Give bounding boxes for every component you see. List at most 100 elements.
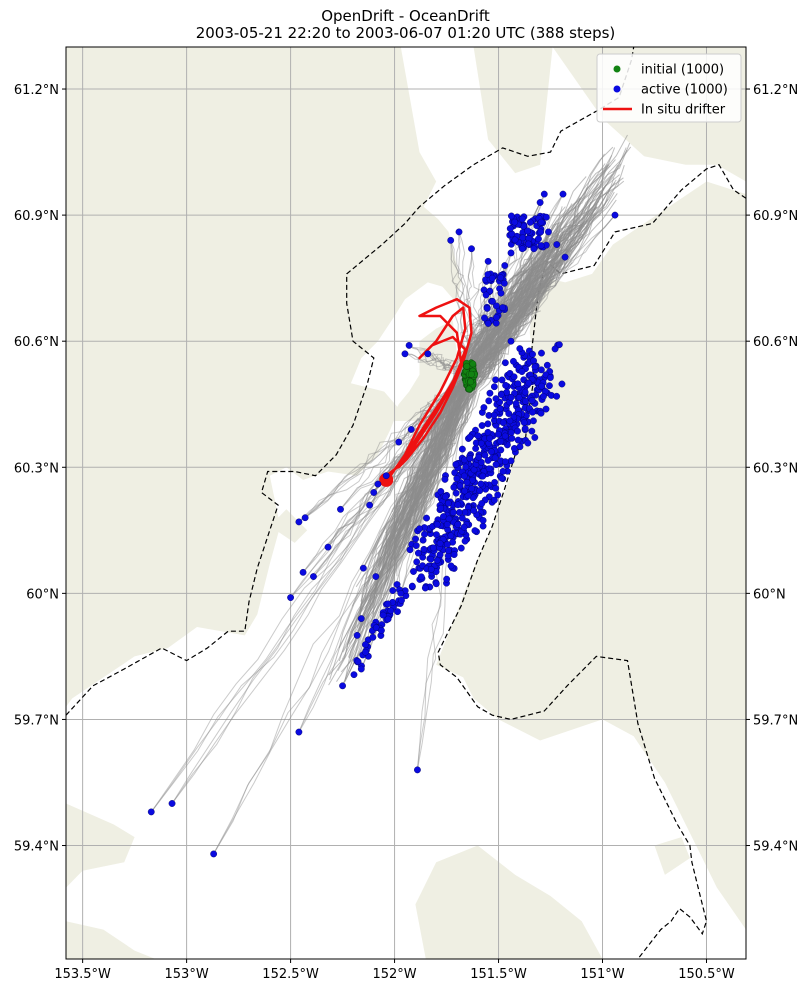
lat-tick-label-left: 60°N — [26, 587, 59, 602]
active-marker — [461, 537, 469, 545]
legend-label: active (1000) — [641, 83, 728, 98]
active-marker — [518, 245, 526, 253]
active-marker — [462, 463, 470, 471]
initial-marker — [465, 385, 473, 393]
active-marker — [337, 505, 344, 513]
initial-marker — [468, 370, 475, 378]
active-marker — [531, 363, 539, 371]
active-marker — [529, 350, 536, 358]
lon-tick-label: 153°W — [165, 967, 209, 982]
active-marker — [444, 499, 452, 507]
active-marker — [484, 428, 492, 436]
active-marker — [436, 551, 444, 559]
active-marker — [436, 539, 444, 547]
active-marker — [508, 434, 516, 442]
active-marker — [501, 359, 509, 367]
trajectory-line — [467, 249, 568, 395]
boundary-line — [66, 47, 635, 716]
active-marker — [301, 514, 309, 522]
active-marker — [479, 522, 487, 530]
active-marker — [553, 241, 561, 248]
active-marker — [484, 320, 492, 327]
active-marker — [450, 551, 458, 558]
active-marker — [458, 445, 466, 453]
active-marker — [460, 472, 468, 480]
active-marker — [362, 641, 369, 649]
active-marker — [489, 297, 496, 305]
active-marker — [486, 434, 494, 442]
legend-marker — [613, 85, 621, 93]
land-polygon — [390, 320, 457, 421]
active-marker — [553, 392, 561, 400]
trajectory-line — [171, 374, 470, 804]
active-marker — [357, 665, 365, 673]
trajectory-line — [171, 374, 470, 804]
active-marker — [433, 531, 440, 539]
active-marker — [546, 374, 554, 381]
active-marker — [481, 314, 488, 322]
active-marker — [497, 391, 505, 398]
active-marker — [414, 549, 422, 557]
active-marker — [500, 279, 508, 287]
active-marker — [499, 304, 507, 311]
active-marker — [499, 467, 507, 475]
active-marker — [524, 439, 532, 447]
active-marker — [478, 422, 486, 429]
active-marker — [484, 271, 492, 278]
active-marker — [421, 584, 429, 592]
active-marker — [521, 388, 529, 396]
active-marker — [414, 766, 421, 774]
active-marker — [357, 615, 365, 622]
active-marker — [468, 485, 476, 493]
active-marker — [492, 319, 500, 327]
lat-tick-label-right: 60.3°N — [753, 461, 798, 476]
active-marker — [545, 228, 552, 236]
legend-label: initial (1000) — [641, 63, 724, 78]
active-marker — [530, 417, 537, 425]
active-marker — [379, 611, 387, 619]
active-marker — [526, 218, 534, 226]
lat-tick-label-right: 60°N — [753, 587, 786, 602]
active-marker — [493, 302, 500, 310]
active-marker — [443, 521, 451, 528]
active-marker — [507, 337, 515, 345]
active-marker — [542, 213, 550, 221]
active-marker — [471, 527, 479, 535]
active-marker — [482, 291, 490, 299]
active-marker — [362, 648, 369, 656]
lat-tick-label-left: 60.9°N — [14, 209, 59, 224]
active-marker — [486, 389, 494, 397]
active-marker — [498, 376, 506, 384]
active-marker — [531, 434, 539, 441]
active-marker — [389, 587, 397, 594]
active-marker — [424, 350, 432, 358]
lat-tick-label-right: 59.4°N — [753, 840, 798, 855]
active-marker — [447, 562, 455, 570]
active-marker — [366, 501, 374, 509]
active-marker — [410, 568, 417, 575]
active-marker — [458, 514, 466, 522]
active-marker — [382, 472, 390, 480]
lat-tick-label-left: 59.7°N — [14, 713, 59, 728]
active-marker — [423, 514, 430, 522]
active-marker — [447, 532, 455, 540]
active-marker — [444, 547, 452, 555]
active-marker — [555, 341, 563, 349]
active-marker — [441, 475, 449, 483]
trajectory-line — [368, 390, 478, 634]
active-marker — [480, 404, 488, 411]
legend-box — [596, 53, 742, 123]
active-marker — [394, 608, 401, 616]
active-marker — [433, 521, 441, 528]
active-marker — [466, 433, 474, 441]
lat-tick-label-left: 60.3°N — [14, 461, 59, 476]
trajectory-line — [463, 176, 587, 360]
active-particles — [147, 190, 619, 858]
active-marker — [537, 228, 545, 236]
active-marker — [484, 257, 492, 265]
trajectory-line — [467, 207, 596, 389]
trajectory-line — [399, 381, 476, 550]
active-marker — [494, 430, 502, 438]
active-marker — [384, 615, 392, 623]
active-marker — [528, 427, 536, 435]
